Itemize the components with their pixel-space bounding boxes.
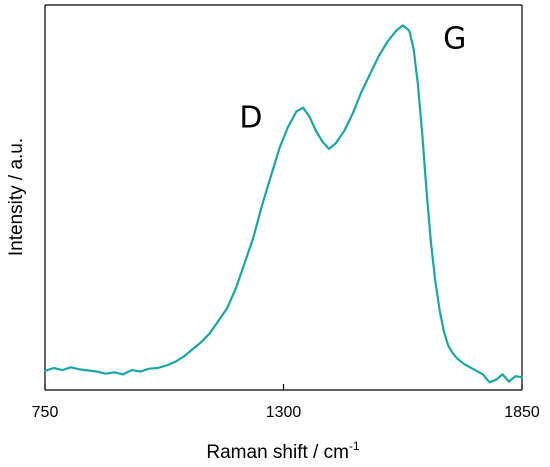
x-axis-ticks [44,384,523,390]
series-group [43,24,524,384]
x-axis-label-superscript: -1 [349,439,360,453]
y-axis-label: Intensity / a.u. [6,138,27,256]
x-axis-label: Raman shift / cm-1 [206,439,360,463]
peak-label-d: D [239,100,262,135]
x-tick-label-1300: 1300 [266,404,302,421]
x-axis-label-text: Raman shift / cm [206,442,349,463]
x-tick-label-1850: 1850 [504,404,540,421]
peak-label-g: G [443,22,466,57]
spectrum-line-0 [43,24,524,384]
x-axis-tick-labels: 750 1300 1850 [32,404,540,421]
plot-frame [44,4,523,391]
peak-annotations: DG [239,22,466,136]
x-tick-label-750: 750 [32,404,59,421]
